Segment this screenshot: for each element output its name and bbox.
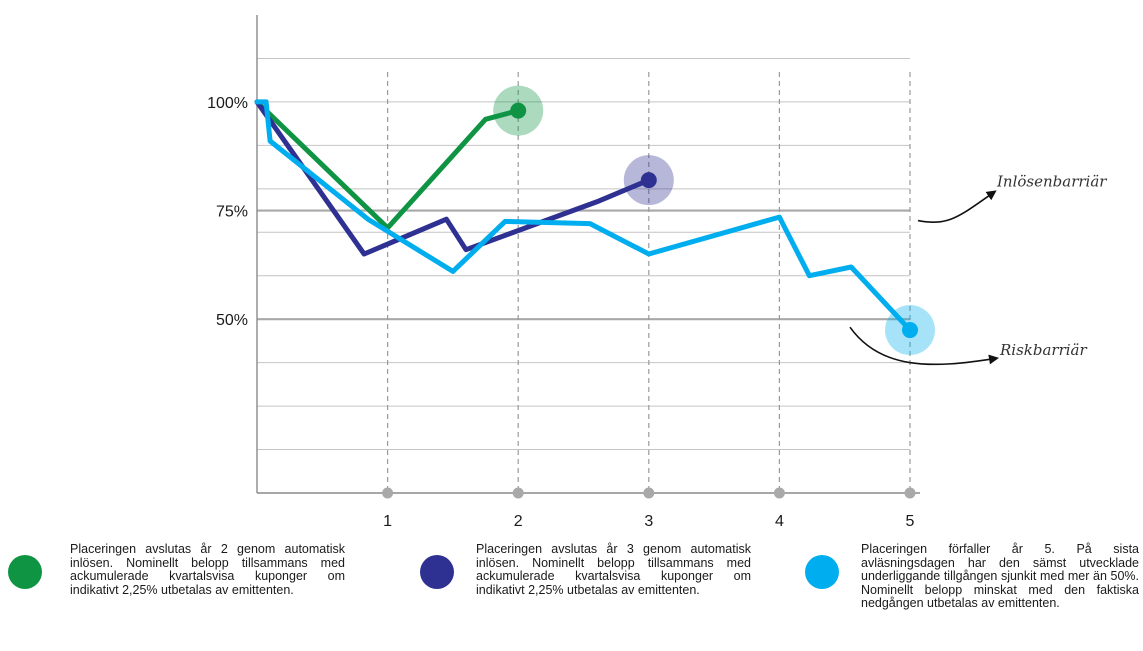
x-tick-dot (904, 487, 916, 499)
y-tick-label: 75% (216, 204, 248, 221)
legend-cyan-dot (805, 555, 839, 589)
x-tick-label: 2 (514, 513, 523, 530)
legend-green-dot (8, 555, 42, 589)
x-tick-dot (643, 487, 655, 499)
y-tick-label: 50% (216, 312, 248, 329)
x-tick-dot (773, 487, 785, 499)
legend-navy-dot (420, 555, 454, 589)
y-tick-label: 100% (207, 95, 248, 112)
x-tick-label: 4 (775, 513, 784, 530)
x-tick-dot (382, 487, 394, 499)
risk-barrier-arrow (849, 326, 999, 366)
risk-barrier-label: Riskbarriär (999, 341, 1088, 359)
series-end-dot (902, 322, 918, 339)
series-line (254, 99, 652, 257)
legend-navy-text: Placeringen avslutas år 3 genom automati… (476, 542, 751, 597)
x-tick-label: 3 (644, 513, 653, 530)
line-chart: 1 2 3 4 5 100% 75% 50% Inlösenbarriär Riskbarriär (207, 15, 1107, 530)
series-end-dot (510, 102, 527, 119)
inlosen-barrier-arrow (917, 190, 997, 223)
inlosen-barrier-label: Inlösenbarriär (996, 173, 1107, 191)
series-line (254, 99, 521, 231)
x-tick-label: 1 (383, 513, 392, 530)
series-line (254, 99, 913, 333)
series-end-dot (640, 172, 657, 189)
x-tick-label: 5 (906, 513, 915, 530)
x-tick-dot (512, 487, 524, 499)
legend-cyan-text: Placeringen förfaller år 5. På sista avl… (861, 542, 1139, 611)
legend-green-text: Placeringen avslutas år 2 genom automati… (70, 542, 345, 597)
